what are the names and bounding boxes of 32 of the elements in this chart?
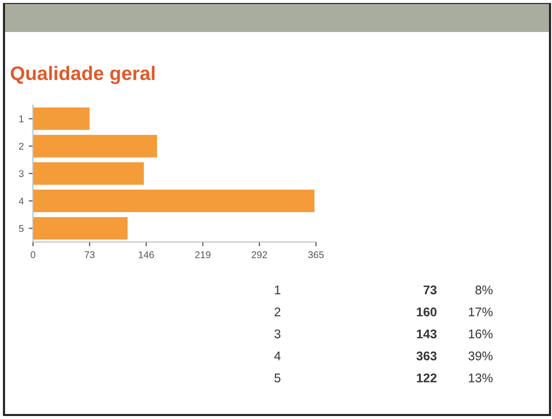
text: 160 (416, 308, 436, 316)
text: 39% (468, 352, 493, 360)
y-tick-label: 3 (18, 170, 24, 178)
text: 13% (468, 374, 493, 382)
text: 4 (274, 352, 281, 360)
bar (33, 217, 128, 240)
bar (33, 107, 90, 130)
text: 17% (468, 308, 493, 316)
text: 363 (416, 352, 437, 360)
x-tick-label: 0 (30, 251, 36, 258)
text: 3 (274, 330, 280, 338)
x-tick-label: 365 (308, 251, 324, 258)
text: 8% (475, 286, 493, 294)
x-tick-label: 292 (252, 251, 268, 258)
bar (33, 162, 144, 185)
text: 143 (416, 330, 437, 338)
text: 1 (274, 286, 280, 294)
text: 2 (274, 308, 280, 316)
bar (33, 134, 158, 158)
text: 16% (468, 330, 493, 338)
y-tick-label: 2 (19, 142, 24, 150)
y-tick-label: 1 (19, 116, 24, 122)
bar (33, 190, 314, 212)
text: 5 (274, 374, 280, 382)
y-tick-label: 4 (18, 198, 24, 204)
x-tick-label: 73 (84, 251, 95, 258)
text: 122 (416, 374, 436, 382)
x-tick-label: 219 (195, 251, 210, 258)
x-tick-label: 146 (138, 251, 154, 258)
text: 73 (424, 286, 437, 294)
chart-title: Qualidade geral (10, 66, 155, 84)
y-tick-label: 5 (18, 225, 24, 232)
